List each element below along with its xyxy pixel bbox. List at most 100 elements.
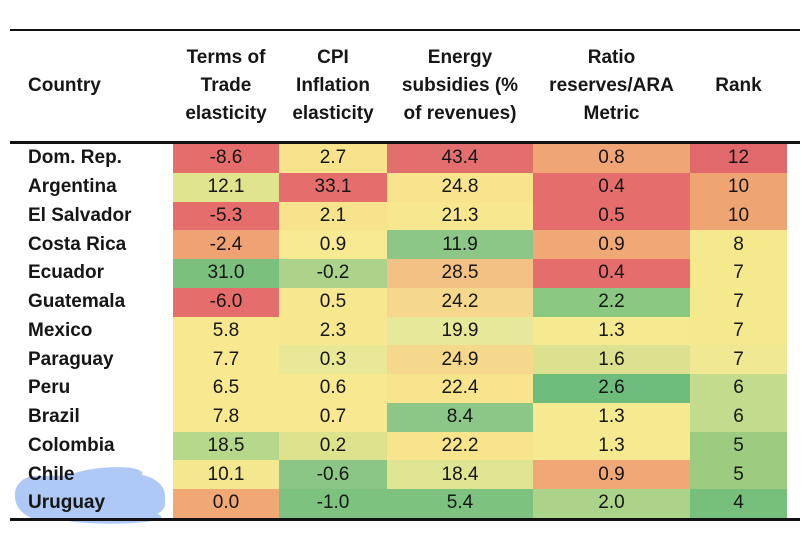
value-cell-terms_of_trade: 12.1	[173, 172, 279, 202]
value-cell-energy_subsidies: 28.5	[387, 259, 533, 288]
row-spacer	[787, 345, 800, 374]
value-cell-reserves_ara: 2.0	[533, 489, 690, 520]
value-cell-energy_subsidies: 24.2	[387, 287, 533, 317]
value-cell-energy_subsidies: 24.9	[387, 345, 533, 374]
table-row: Colombia 18.5 0.2 22.2 1.3 5	[10, 431, 800, 461]
value-cell-cpi_inflation: -1.0	[279, 489, 387, 520]
value-cell-energy_subsidies: 24.8	[387, 172, 533, 202]
value-cell-cpi_inflation: 2.7	[279, 142, 387, 173]
value-cell-cpi_inflation: 0.7	[279, 402, 387, 432]
value-cell-cpi_inflation: 0.2	[279, 431, 387, 461]
value-cell-rank: 7	[690, 287, 787, 317]
row-spacer	[787, 202, 800, 231]
value-cell-terms_of_trade: 5.8	[173, 316, 279, 346]
value-cell-terms_of_trade: 31.0	[173, 259, 279, 288]
row-spacer	[787, 432, 800, 461]
row-spacer	[787, 173, 800, 202]
table-row: Chile 10.1 -0.6 18.4 0.9 5	[10, 460, 800, 489]
value-cell-reserves_ara: 1.3	[533, 316, 690, 346]
table-row: Brazil 7.8 0.7 8.4 1.3 6	[10, 402, 800, 432]
country-cell: Chile	[28, 463, 75, 485]
country-cell: Argentina	[28, 176, 117, 198]
value-cell-energy_subsidies: 11.9	[387, 230, 533, 259]
table-row: Dom. Rep. -8.6 2.7 43.4 0.8 12	[10, 142, 800, 173]
value-cell-cpi_inflation: 0.5	[279, 287, 387, 317]
value-cell-reserves_ara: 2.6	[533, 374, 690, 403]
value-cell-reserves_ara: 0.5	[533, 201, 690, 231]
column-header-rank: Rank	[690, 30, 787, 144]
value-cell-terms_of_trade: -5.3	[173, 201, 279, 231]
value-cell-energy_subsidies: 22.4	[387, 374, 533, 403]
row-spacer	[787, 288, 800, 317]
country-cell: Brazil	[28, 406, 80, 428]
value-cell-rank: 5	[690, 460, 787, 489]
value-cell-cpi_inflation: 0.6	[279, 374, 387, 403]
row-spacer	[787, 143, 800, 173]
row-spacer	[787, 489, 800, 519]
table-row: El Salvador -5.3 2.1 21.3 0.5 10	[10, 201, 800, 231]
country-cell: Peru	[28, 377, 71, 399]
value-cell-reserves_ara: 0.9	[533, 230, 690, 259]
value-cell-terms_of_trade: -8.6	[173, 142, 279, 173]
value-cell-rank: 7	[690, 345, 787, 374]
value-cell-cpi_inflation: -0.2	[279, 259, 387, 288]
table-row: Mexico 5.8 2.3 19.9 1.3 7	[10, 316, 800, 346]
value-cell-reserves_ara: 0.4	[533, 172, 690, 202]
header-spacer	[787, 30, 800, 144]
value-cell-reserves_ara: 1.6	[533, 345, 690, 374]
country-cell: El Salvador	[28, 204, 132, 226]
value-cell-rank: 10	[690, 172, 787, 202]
value-cell-reserves_ara: 0.4	[533, 259, 690, 288]
country-cell: Dom. Rep.	[28, 147, 122, 169]
country-cell: Guatemala	[28, 291, 126, 313]
value-cell-rank: 10	[690, 201, 787, 231]
value-cell-terms_of_trade: -6.0	[173, 287, 279, 317]
value-cell-terms_of_trade: 18.5	[173, 431, 279, 461]
value-cell-rank: 7	[690, 259, 787, 288]
value-cell-rank: 7	[690, 316, 787, 346]
table-row-highlighted: Uruguay 0.0 -1.0 5.4 2.0 4	[10, 489, 800, 520]
value-cell-rank: 12	[690, 142, 787, 173]
country-cell: Colombia	[28, 434, 115, 456]
value-cell-rank: 8	[690, 230, 787, 259]
value-cell-energy_subsidies: 5.4	[387, 489, 533, 520]
row-spacer	[787, 460, 800, 489]
country-cell: Costa Rica	[28, 233, 127, 255]
row-spacer	[787, 374, 800, 403]
value-cell-reserves_ara: 0.9	[533, 460, 690, 489]
table-body: Dom. Rep. -8.6 2.7 43.4 0.8 12 Argentina 12.1 33…	[10, 142, 800, 520]
country-cell: Uruguay	[28, 492, 106, 514]
value-cell-energy_subsidies: 8.4	[387, 402, 533, 432]
value-cell-energy_subsidies: 18.4	[387, 460, 533, 489]
column-header-energy-subsidies: Energy subsidies (% of revenues)	[387, 30, 533, 144]
value-cell-terms_of_trade: 10.1	[173, 460, 279, 489]
value-cell-reserves_ara: 1.3	[533, 431, 690, 461]
value-cell-cpi_inflation: 33.1	[279, 172, 387, 202]
value-cell-reserves_ara: 0.8	[533, 142, 690, 173]
value-cell-rank: 5	[690, 431, 787, 461]
table-row: Argentina 12.1 33.1 24.8 0.4 10	[10, 172, 800, 202]
value-cell-energy_subsidies: 19.9	[387, 316, 533, 346]
value-cell-cpi_inflation: 2.3	[279, 316, 387, 346]
country-cell: Ecuador	[28, 262, 105, 284]
table-row: Peru 6.5 0.6 22.4 2.6 6	[10, 374, 800, 403]
value-cell-energy_subsidies: 21.3	[387, 201, 533, 231]
value-cell-rank: 4	[690, 489, 787, 520]
value-cell-terms_of_trade: 0.0	[173, 489, 279, 520]
table-row: Guatemala -6.0 0.5 24.2 2.2 7	[10, 287, 800, 317]
row-spacer	[787, 317, 800, 346]
table-row: Paraguay 7.7 0.3 24.9 1.6 7	[10, 345, 800, 374]
table-row: Ecuador 31.0 -0.2 28.5 0.4 7	[10, 259, 800, 288]
column-header-country: Country	[10, 30, 173, 144]
value-cell-cpi_inflation: -0.6	[279, 460, 387, 489]
value-cell-energy_subsidies: 43.4	[387, 142, 533, 173]
value-cell-reserves_ara: 2.2	[533, 287, 690, 317]
country-cell: Mexico	[28, 319, 93, 341]
value-cell-terms_of_trade: 7.7	[173, 345, 279, 374]
country-risk-table: Country Terms of Trade elasticity CPI In…	[10, 29, 800, 521]
column-header-terms-of-trade-elasticity: Terms of Trade elasticity	[173, 30, 279, 144]
value-cell-cpi_inflation: 0.9	[279, 230, 387, 259]
value-cell-cpi_inflation: 0.3	[279, 345, 387, 374]
country-cell: Paraguay	[28, 348, 114, 370]
